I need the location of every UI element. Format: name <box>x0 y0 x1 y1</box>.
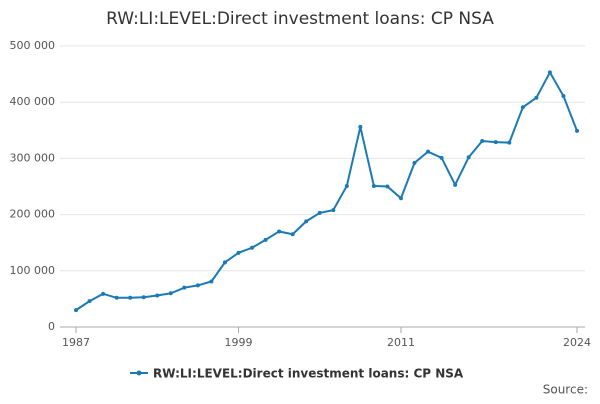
point <box>250 245 255 250</box>
point <box>480 138 485 143</box>
point <box>371 183 376 188</box>
point <box>101 291 106 296</box>
point <box>182 285 187 290</box>
point <box>114 295 119 300</box>
point <box>209 279 214 284</box>
point <box>412 160 417 165</box>
legend-marker <box>136 370 142 376</box>
point <box>547 70 552 75</box>
x-tick-label: 2011 <box>387 336 415 349</box>
point <box>520 105 525 110</box>
y-tick-label: 500 000 <box>10 39 56 52</box>
point <box>304 219 309 224</box>
chart-title: RW:LI:LEVEL:Direct investment loans: CP … <box>106 9 494 29</box>
point <box>331 208 336 213</box>
point <box>466 155 471 160</box>
y-tick-label: 400 000 <box>10 95 56 108</box>
point <box>439 155 444 160</box>
point <box>128 295 133 300</box>
point <box>398 196 403 201</box>
x-tick-label: 1999 <box>224 336 252 349</box>
y-tick-label: 200 000 <box>10 208 56 221</box>
point <box>277 229 282 234</box>
point <box>195 283 200 288</box>
point <box>385 184 390 189</box>
point <box>561 94 566 99</box>
point <box>575 128 579 133</box>
line <box>75 70 578 311</box>
point <box>453 182 458 187</box>
point <box>290 232 295 237</box>
point <box>87 299 92 304</box>
point <box>74 308 78 313</box>
x-tick-label: 2024 <box>563 336 591 349</box>
x-tick-label: 1987 <box>62 336 90 349</box>
point <box>263 237 268 242</box>
point <box>358 124 363 129</box>
point <box>222 260 227 265</box>
point <box>141 295 146 300</box>
point <box>344 183 349 188</box>
legend-label: RW:LI:LEVEL:Direct investment loans: CP … <box>153 367 464 381</box>
y-tick-label: 300 000 <box>10 151 56 164</box>
point <box>317 210 322 215</box>
point <box>426 149 431 154</box>
point <box>168 291 173 296</box>
point <box>155 293 160 298</box>
point <box>493 140 498 145</box>
point <box>507 140 512 145</box>
point <box>236 250 241 255</box>
y-tick-label: 100 000 <box>10 264 56 277</box>
y-tick-label: 0 <box>48 320 55 333</box>
point <box>534 95 539 100</box>
source-label: Source: <box>543 383 588 397</box>
